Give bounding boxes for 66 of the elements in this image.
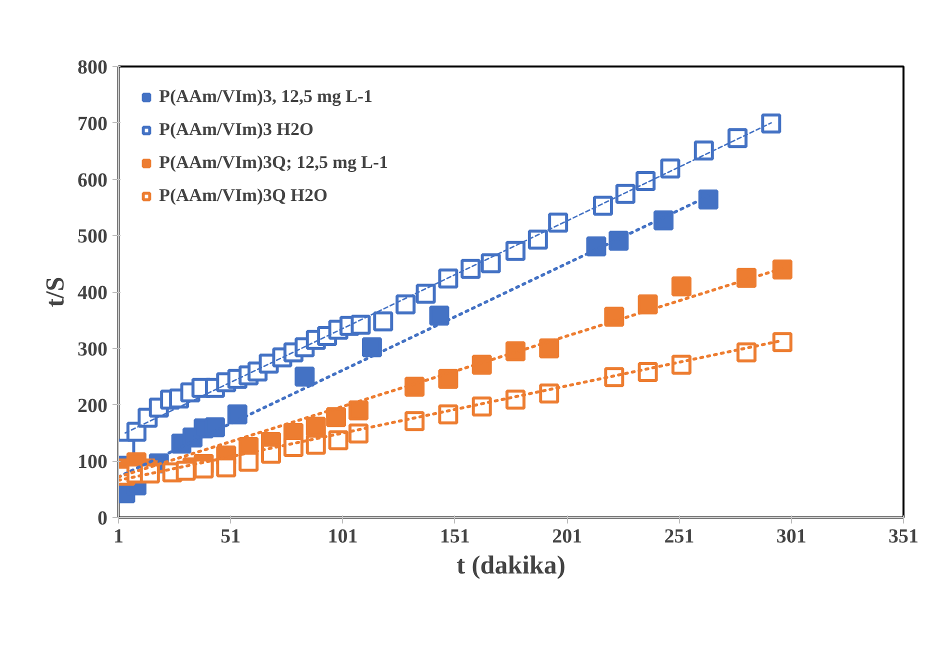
x-tick-label: 1 [114, 526, 124, 548]
point [528, 230, 548, 250]
x-tick-label: 301 [776, 526, 806, 548]
point [348, 400, 368, 420]
point [608, 230, 629, 251]
point [505, 341, 526, 362]
x-tick-label: 351 [888, 526, 918, 548]
y-tick-label: 400 [78, 282, 108, 304]
point [636, 170, 656, 191]
point [460, 258, 481, 279]
y-tick-label: 200 [78, 394, 108, 417]
point [772, 332, 792, 352]
x-tick-label: 51 [220, 526, 241, 548]
point [216, 457, 236, 478]
point [660, 158, 680, 179]
point [373, 311, 394, 332]
point [416, 284, 436, 304]
legend-label: P(AAm/VIm)3 H2O [159, 119, 314, 140]
point [362, 337, 382, 358]
point [586, 236, 606, 256]
point [728, 128, 748, 148]
y-tick-label: 600 [78, 169, 108, 192]
y-tick-label: 100 [78, 451, 108, 474]
point [592, 196, 613, 216]
point [283, 437, 304, 458]
y-tick-label: 800 [78, 56, 108, 78]
y-axis-title: t/S [40, 276, 70, 308]
point [438, 368, 458, 389]
point [350, 314, 371, 335]
x-axis-title: t (dakika) [456, 550, 566, 580]
point [615, 184, 636, 204]
x-tick-label: 151 [440, 526, 470, 548]
point [396, 294, 416, 314]
point [505, 240, 526, 261]
point [671, 276, 692, 296]
x-tick-label: 251 [664, 526, 694, 548]
point [326, 407, 346, 428]
point [480, 253, 501, 274]
point [638, 294, 658, 314]
point [604, 306, 624, 327]
point [429, 306, 450, 326]
x-tick-label: 101 [328, 526, 358, 548]
y-tick-label: 500 [78, 226, 108, 248]
point [306, 416, 326, 437]
point [404, 376, 425, 397]
point [472, 354, 492, 375]
point [654, 210, 674, 230]
y-tick-label: 300 [78, 338, 108, 360]
point [227, 404, 248, 424]
point [438, 268, 458, 288]
point [694, 140, 714, 160]
point [548, 212, 568, 233]
y-tick-label: 0 [98, 508, 108, 530]
x-tick-label: 201 [552, 526, 582, 548]
legend-label: P(AAm/VIm)3, 12,5 mg L-1 [159, 86, 372, 107]
point [204, 417, 225, 438]
point [238, 452, 259, 472]
point [761, 113, 782, 134]
point [294, 366, 315, 387]
point [772, 259, 792, 280]
y-tick-label: 700 [78, 112, 108, 135]
point [539, 338, 560, 358]
legend-label: P(AAm/VIm)3Q H2O [159, 185, 328, 206]
point [698, 190, 718, 210]
legend-label: P(AAm/VIm)3Q; 12,5 mg L-1 [159, 152, 388, 173]
point [736, 268, 756, 288]
